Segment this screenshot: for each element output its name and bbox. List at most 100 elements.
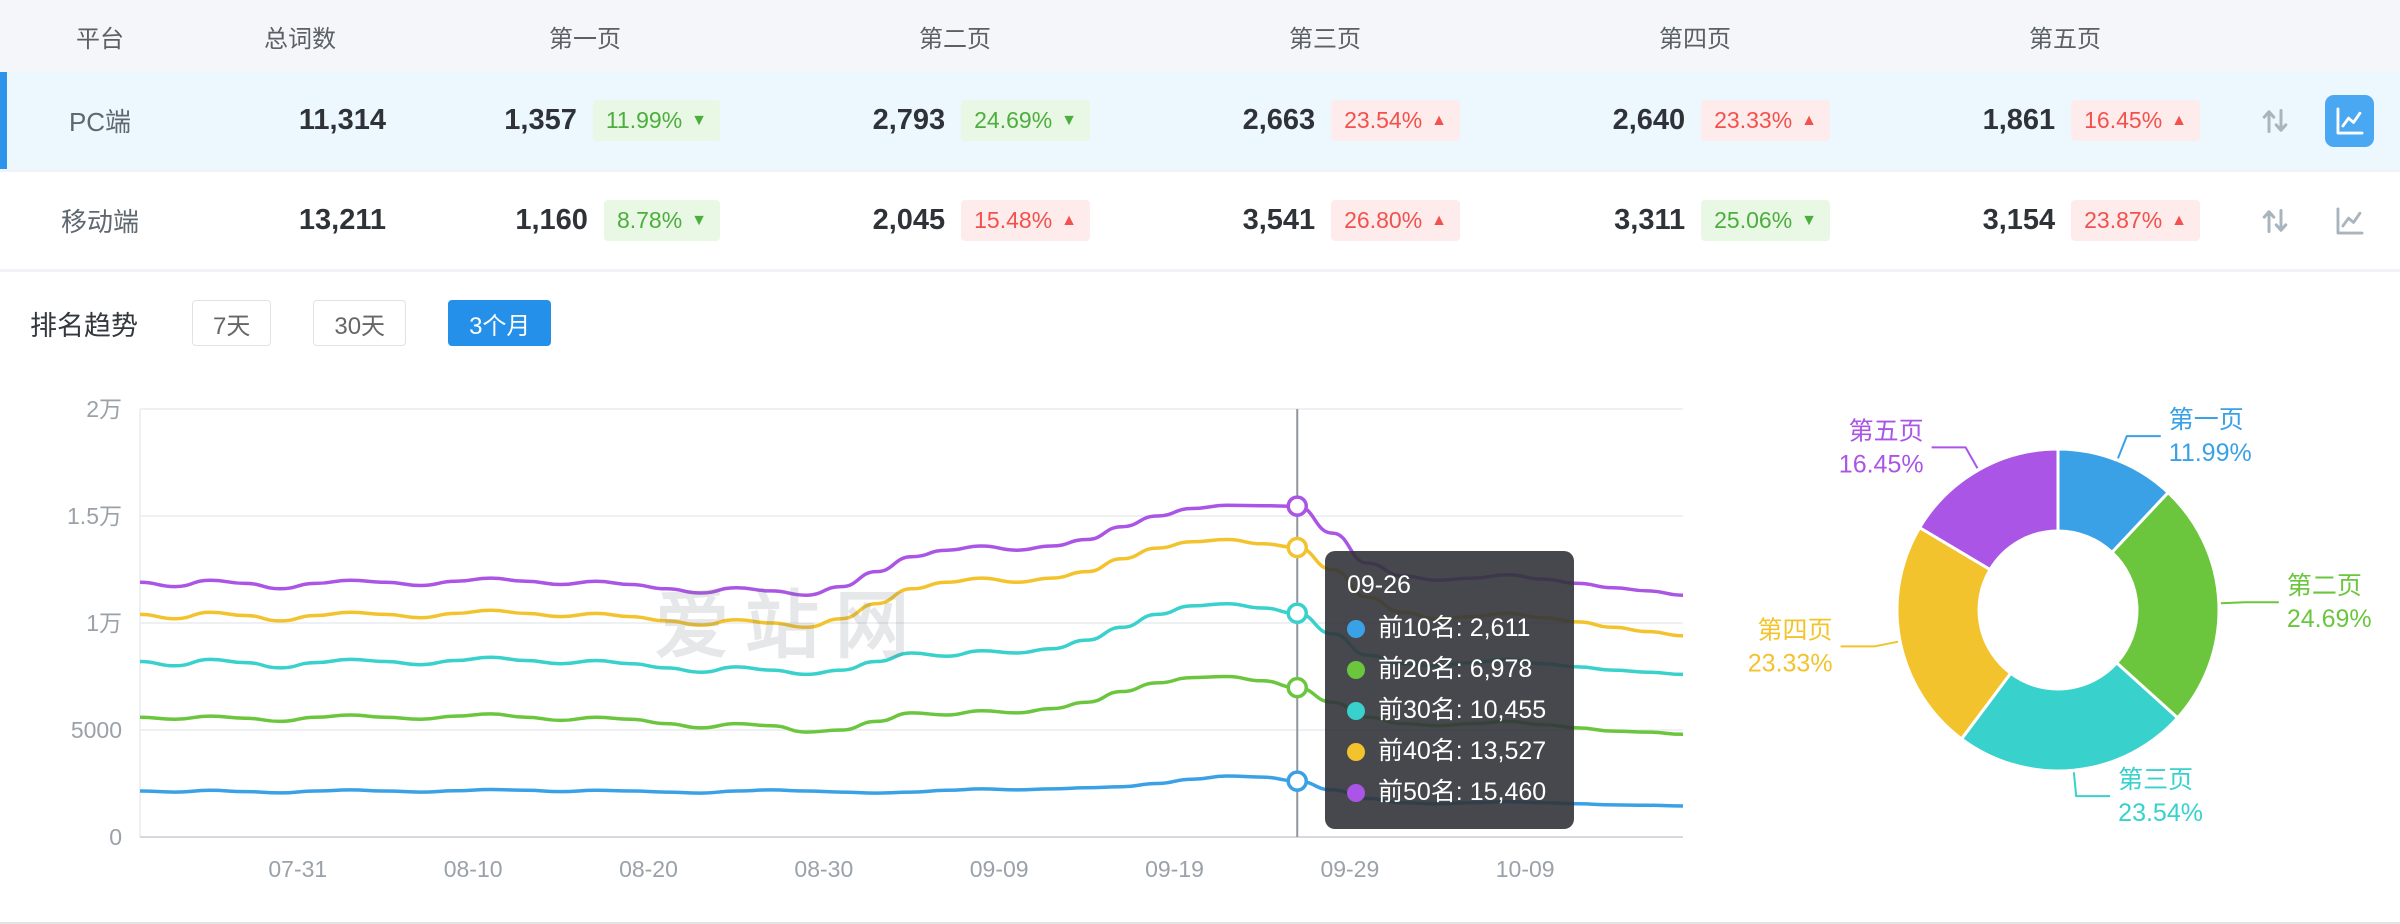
page1-cell: 1,357 11.99% ▼ — [400, 100, 770, 141]
table-row-pc[interactable]: PC端 11,314 1,357 11.99% ▼ 2,793 24.69% ▼ 2… — [0, 72, 2400, 172]
page4-count: 3,311 — [1614, 204, 1686, 236]
trend-arrow-icon: ▲ — [1061, 211, 1077, 229]
x-axis-label: 09-19 — [1145, 856, 1204, 882]
x-axis-label: 10-09 — [1496, 856, 1555, 882]
y-axis-label: 0 — [109, 824, 122, 850]
trend-chart-icon[interactable] — [2325, 195, 2374, 247]
tooltip-row-top10: 前10名: 2,611 — [1347, 608, 1546, 649]
highlight-dot-前50名 — [1286, 495, 1308, 517]
trend-chart-icon[interactable] — [2325, 94, 2374, 147]
trend-arrow-icon: ▲ — [1431, 211, 1447, 229]
page2-cell: 2,793 24.69% ▼ — [770, 100, 1140, 141]
page3-cell: 2,663 23.54% ▲ — [1140, 100, 1510, 141]
donut-slice-第五页[interactable] — [1917, 447, 2060, 572]
highlight-dot-前40名 — [1286, 536, 1308, 559]
page2-count: 2,793 — [872, 104, 946, 136]
donut-label-line — [2220, 601, 2279, 605]
series-dot-top40 — [1347, 742, 1365, 761]
donut-label-第四页: 第四页 23.33% — [1748, 616, 1833, 677]
page2-cell: 2,045 15.48% ▲ — [770, 200, 1140, 241]
donut-slice-第二页[interactable] — [2109, 490, 2221, 720]
trend-arrow-icon: ▲ — [1431, 111, 1447, 129]
x-axis-label: 09-09 — [970, 856, 1029, 882]
page5-count: 1,861 — [1982, 104, 2056, 136]
page4-change-badge: 23.33% ▲ — [1701, 100, 1830, 141]
header-page5: 第五页 — [2029, 25, 2101, 53]
tooltip-row-top40: 前40名: 13,527 — [1347, 731, 1546, 772]
trend-title: 排名趋势 — [30, 310, 138, 341]
donut-label-第三页: 第三页 23.54% — [2118, 766, 2203, 827]
page4-count: 2,640 — [1612, 104, 1686, 136]
header-total-words: 总词数 — [264, 25, 336, 53]
donut-slice-第四页[interactable] — [1895, 525, 2013, 742]
tooltip-row-top50: 前50名: 15,460 — [1347, 772, 1546, 813]
trend-arrow-icon: ▼ — [691, 211, 707, 229]
table-header: 平台 总词数 第一页 第二页 第三页 第四页 第五页 — [0, 0, 2400, 72]
y-axis-label: 1.5万 — [67, 503, 122, 529]
donut-label-第五页: 第五页 16.45% — [1839, 417, 1924, 478]
page3-change-badge: 26.80% ▲ — [1331, 200, 1460, 241]
series-dot-top10 — [1347, 619, 1365, 638]
y-axis-label: 5000 — [71, 717, 122, 743]
page3-count: 2,663 — [1242, 104, 1316, 136]
page1-change-badge: 8.78% ▼ — [603, 200, 720, 241]
tooltip-row-top30: 前30名: 10,455 — [1347, 690, 1546, 731]
page4-change-badge: 25.06% ▼ — [1701, 200, 1830, 241]
page2-count: 2,045 — [872, 204, 946, 236]
page4-cell: 2,640 23.33% ▲ — [1510, 100, 1880, 141]
row-actions — [2250, 94, 2400, 147]
platform-name: PC端 — [68, 107, 132, 137]
trend-controls: 排名趋势 7天 30天 3个月 — [30, 298, 2400, 348]
page1-change-badge: 11.99% ▼ — [592, 100, 720, 141]
y-axis-label: 1万 — [86, 610, 122, 636]
header-page1: 第一页 — [549, 25, 621, 53]
tooltip-date: 09-26 — [1347, 571, 1411, 599]
table-row-mobile[interactable]: 移动端 13,211 1,160 8.78% ▼ 2,045 15.48% ▲ 3,… — [0, 172, 2400, 272]
tab-30days[interactable]: 30天 — [313, 300, 407, 346]
x-axis-label: 09-29 — [1320, 856, 1379, 882]
page3-change-badge: 23.54% ▲ — [1331, 100, 1460, 141]
row-actions — [2250, 195, 2400, 247]
page5-change-badge: 16.45% ▲ — [2071, 100, 2200, 141]
trend-arrow-icon: ▲ — [2171, 211, 2187, 229]
page5-cell: 3,154 23.87% ▲ — [1880, 200, 2250, 241]
page5-change-badge: 23.87% ▲ — [2071, 200, 2200, 241]
donut-label-line — [1931, 446, 1979, 469]
total-words-value: 13,211 — [298, 204, 386, 236]
donut-label-line — [1840, 640, 1899, 648]
donut-label-line — [2072, 772, 2111, 798]
page4-cell: 3,311 25.06% ▼ — [1510, 200, 1880, 241]
page3-cell: 3,541 26.80% ▲ — [1140, 200, 1510, 241]
trend-arrow-icon: ▼ — [1801, 211, 1817, 229]
page-distribution-donut-chart[interactable]: 第一页 11.99% 第二页 24.69% 第三页 23.54% 第四页 23.33% 第五页 1… — [1700, 378, 2400, 924]
tab-7days[interactable]: 7天 — [192, 300, 272, 346]
header-page4: 第四页 — [1659, 25, 1731, 53]
donut-label-第一页: 第一页 11.99% — [2169, 406, 2252, 467]
trend-arrow-icon: ▲ — [2171, 111, 2187, 129]
trend-arrow-icon: ▲ — [1801, 111, 1817, 129]
x-axis-label: 08-20 — [619, 856, 678, 882]
page2-change-badge: 15.48% ▲ — [961, 200, 1090, 241]
trend-arrow-icon: ▼ — [1061, 111, 1077, 129]
donut-label-第二页: 第二页 24.69% — [2287, 572, 2372, 633]
page3-count: 3,541 — [1242, 204, 1316, 236]
series-dot-top30 — [1347, 701, 1365, 720]
donut-slice-第三页[interactable] — [1959, 660, 2180, 773]
page5-cell: 1,861 16.45% ▲ — [1880, 100, 2250, 141]
x-axis-label: 08-30 — [794, 856, 853, 882]
y-axis-label: 2万 — [86, 396, 122, 422]
tab-3months[interactable]: 3个月 — [448, 300, 552, 346]
chart-tooltip: 09-26 前10名: 2,611 前20名: 6,978 前30名: 10,4… — [1325, 551, 1575, 829]
highlight-dot-前10名 — [1286, 770, 1308, 792]
header-page3: 第三页 — [1289, 25, 1361, 53]
x-axis-label: 07-31 — [268, 856, 327, 882]
sort-compare-icon[interactable] — [2250, 95, 2299, 147]
highlight-dot-前20名 — [1286, 676, 1308, 699]
page1-cell: 1,160 8.78% ▼ — [400, 200, 770, 241]
page2-change-badge: 24.69% ▼ — [961, 100, 1090, 141]
page5-count: 3,154 — [1982, 204, 2056, 236]
x-axis-label: 08-10 — [444, 856, 503, 882]
sort-compare-icon[interactable] — [2250, 195, 2299, 247]
total-words-value: 11,314 — [298, 104, 386, 136]
